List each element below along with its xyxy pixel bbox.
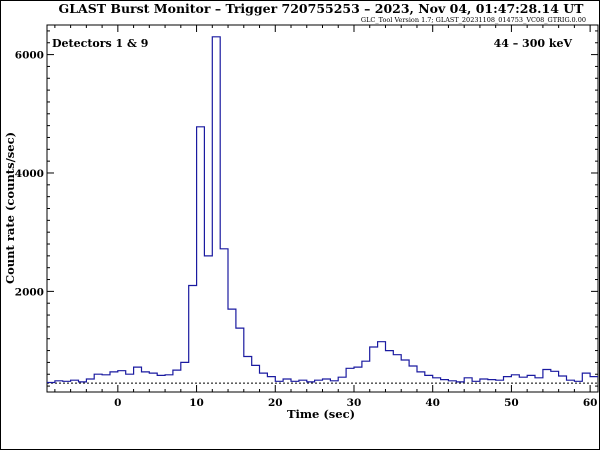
chart-title: GLAST Burst Monitor – Trigger 720755253 … — [59, 1, 585, 16]
x-axis-label: Time (sec) — [287, 407, 355, 421]
x-tick-label: 20 — [268, 397, 283, 409]
axis-ticks — [47, 25, 598, 392]
y-tick-label: 4000 — [15, 168, 44, 180]
x-tick-label: 40 — [425, 397, 440, 409]
y-tick-label: 6000 — [15, 50, 44, 62]
x-tick-label: 10 — [189, 397, 204, 409]
x-tick-label: 0 — [114, 397, 121, 409]
energy-range-label: 44 – 300 keV — [494, 37, 573, 50]
x-tick-label: 50 — [504, 397, 519, 409]
x-tick-label: 60 — [583, 397, 598, 409]
series-step-line — [47, 36, 598, 384]
plot-area: 0 10 20 30 40 50 60 2000 4000 6000 — [15, 24, 599, 409]
x-tick-label: 30 — [347, 397, 362, 409]
y-tick-label: 2000 — [15, 286, 44, 298]
y-axis-label: Count rate (counts/sec) — [3, 132, 17, 284]
detectors-label: Detectors 1 & 9 — [52, 37, 148, 50]
axis-tick-labels: 0 10 20 30 40 50 60 2000 4000 6000 — [15, 50, 598, 409]
chart-subtitle: GLC_Tool Version 1.7; GLAST_20231108_014… — [361, 16, 586, 24]
